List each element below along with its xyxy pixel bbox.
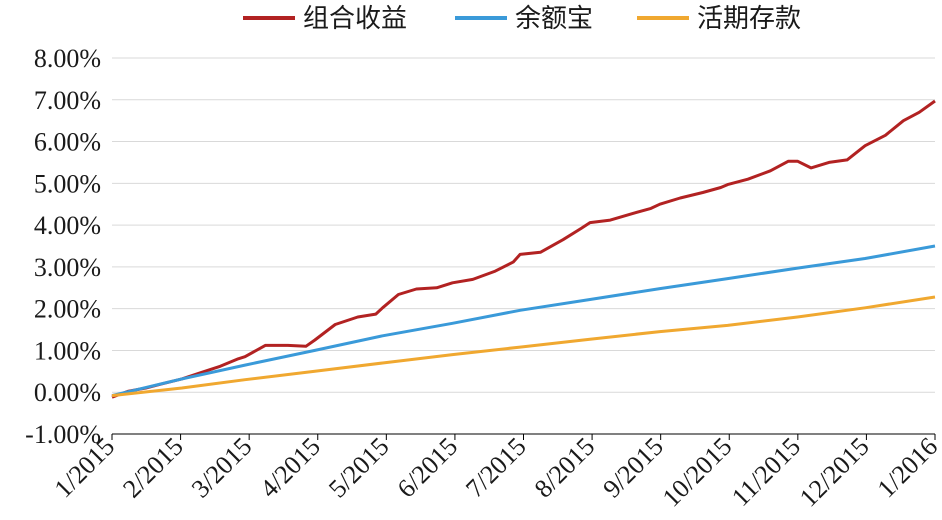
x-tick-label: 5/2015 bbox=[323, 432, 395, 504]
y-tick-label: 1.00% bbox=[34, 336, 101, 365]
y-tick-label: 0.00% bbox=[34, 378, 101, 407]
x-axis: 1/20152/20153/20154/20155/20156/20157/20… bbox=[49, 432, 942, 513]
x-tick-label: 8/2015 bbox=[529, 432, 601, 504]
grid-lines bbox=[112, 57, 935, 435]
series-line-3 bbox=[111, 295, 936, 398]
x-tick-label: 11/2015 bbox=[726, 432, 806, 512]
series-line-2 bbox=[111, 244, 936, 398]
x-tick-label: 1/2016 bbox=[872, 432, 942, 504]
y-tick-label: 4.00% bbox=[34, 211, 101, 240]
series-group bbox=[111, 99, 936, 399]
x-tick-label: 10/2015 bbox=[657, 432, 738, 513]
y-tick-label: 8.00% bbox=[34, 44, 101, 73]
y-tick-label: 6.00% bbox=[34, 128, 101, 157]
y-tick-label: 7.00% bbox=[34, 86, 101, 115]
x-tick-label: 12/2015 bbox=[794, 432, 875, 513]
x-tick-label: 2/2015 bbox=[117, 432, 189, 504]
y-tick-label: 3.00% bbox=[34, 253, 101, 282]
x-tick-label: 6/2015 bbox=[392, 432, 464, 504]
legend-label: 活期存款 bbox=[697, 4, 801, 34]
x-tick-label: 3/2015 bbox=[186, 432, 258, 504]
y-tick-label: 2.00% bbox=[34, 295, 101, 324]
y-tick-label: 5.00% bbox=[34, 169, 101, 198]
x-tick-label: 7/2015 bbox=[460, 432, 532, 504]
legend: 组合收益 余额宝 活期存款 bbox=[243, 4, 801, 34]
legend-label: 余额宝 bbox=[515, 4, 593, 34]
legend-label: 组合收益 bbox=[303, 4, 407, 34]
y-tick-label: -1.00% bbox=[25, 420, 101, 449]
x-tick-label: 4/2015 bbox=[254, 432, 326, 504]
series-line-1 bbox=[111, 99, 936, 399]
y-axis: 8.00% 7.00% 6.00% 5.00% 4.00% 3.00% 2.00% 1.00%… bbox=[25, 44, 101, 449]
